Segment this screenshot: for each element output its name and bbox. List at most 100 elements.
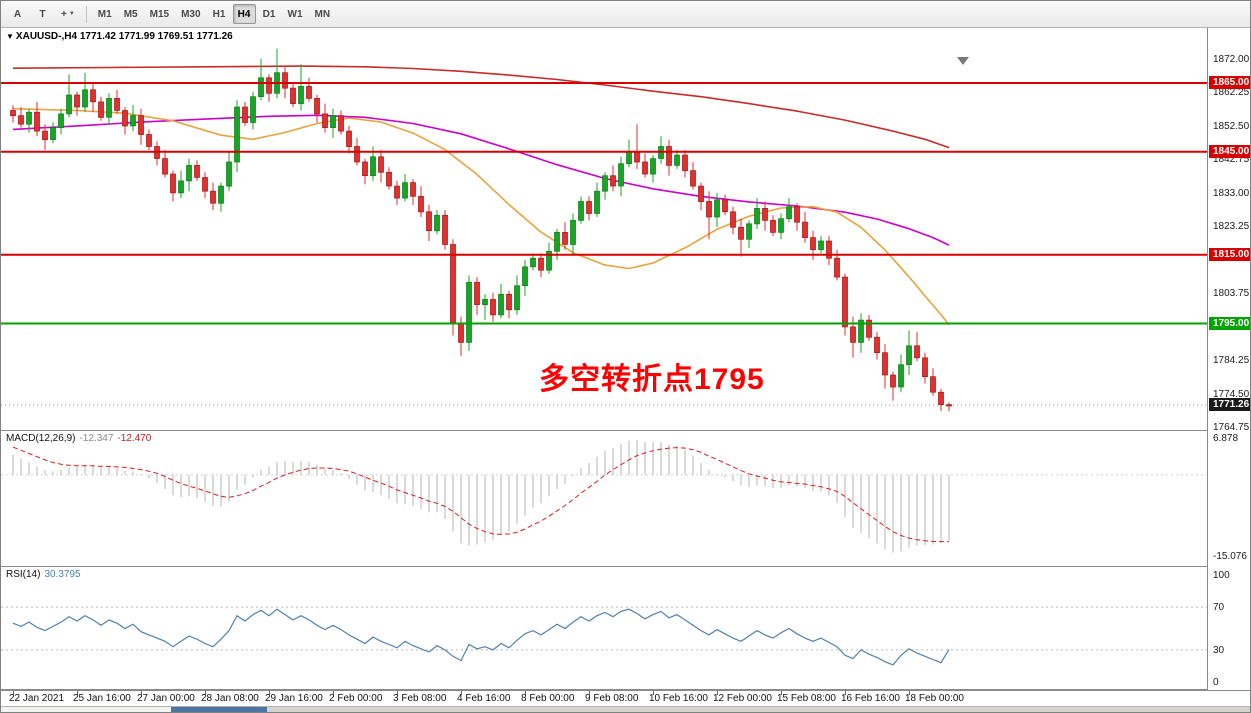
macd-panel: MACD(12,26,9) -12.347 -12.470 — [1, 431, 1207, 567]
time-axis-tick — [269, 691, 270, 695]
toolbar-separator — [85, 5, 87, 23]
price-axis-label: 1803.75 — [1213, 288, 1250, 300]
rsi-canvas[interactable] — [1, 567, 1207, 689]
time-axis-label: 18 Feb 00:00 — [905, 693, 964, 704]
time-axis[interactable]: 22 Jan 2021 25 Jan 16:00 27 Jan 00:00 28 Ja… — [1, 690, 1250, 706]
chart-region: ▼ XAUUSD-,H4 1771.42 1771.99 1769.51 1771… — [1, 28, 1250, 712]
macd-axis-label: -15.076 — [1213, 550, 1247, 562]
price-axis-label: 1872.00 — [1213, 53, 1250, 65]
timeframe-buttons: M1 M5 M15 M30 H1 H4 D1 W1 MN — [93, 4, 335, 24]
price-badge-1845.00: 1845.00 — [1209, 144, 1250, 158]
rsi-axis-label: 70 — [1213, 602, 1225, 614]
draw-tool-button[interactable]: + ▼ — [56, 4, 80, 24]
time-axis-tick — [141, 691, 142, 695]
current-price-badge: 1771.26 — [1209, 398, 1250, 412]
candles-layer — [10, 48, 952, 412]
time-axis-label: 25 Jan 16:00 — [73, 693, 131, 704]
macd-label: MACD(12,26,9) -12.347 -12.470 — [6, 433, 151, 444]
macd-canvas[interactable] — [1, 431, 1207, 566]
chart-title: ▼ XAUUSD-,H4 1771.42 1771.99 1769.51 1771… — [6, 31, 233, 42]
timeframe-button-w1[interactable]: W1 — [283, 4, 308, 24]
rsi-line — [12, 608, 950, 666]
time-axis-label: 12 Feb 00:00 — [713, 693, 772, 704]
time-axis-tick — [653, 691, 654, 695]
price-badge-1815.00: 1815.00 — [1209, 247, 1250, 261]
rsi-name: RSI(14) — [6, 569, 41, 580]
timeframe-button-m15[interactable]: M15 — [145, 4, 174, 24]
macd-main-value: -12.347 — [79, 433, 114, 444]
time-axis-label: 2 Feb 00:00 — [329, 693, 383, 704]
time-axis-label: 22 Jan 2021 — [9, 693, 65, 704]
rsi-label: RSI(14) 30.3795 — [6, 569, 81, 580]
price-badge-1795.00: 1795.00 — [1209, 316, 1250, 330]
cursor-tool-button[interactable]: A — [6, 4, 29, 24]
price-badge-1865.00: 1865.00 — [1209, 76, 1250, 89]
taskbar-segment-blue — [171, 707, 267, 712]
time-axis-tick — [461, 691, 462, 695]
time-axis-label: 15 Feb 08:00 — [777, 693, 836, 704]
time-axis-label: 8 Feb 00:00 — [521, 693, 575, 704]
timeframe-button-h1[interactable]: H1 — [208, 4, 231, 24]
time-axis-tick — [13, 691, 14, 695]
price-axis-label: 1823.25 — [1213, 221, 1250, 233]
time-axis-label: 28 Jan 08:00 — [201, 693, 259, 704]
time-axis-label: 29 Jan 16:00 — [265, 693, 323, 704]
macd-signal-value: -12.470 — [117, 433, 152, 444]
dropdown-arrow-icon: ▼ — [68, 11, 75, 17]
macd-name: MACD(12,26,9) — [6, 433, 76, 444]
ma-orange-line — [12, 107, 950, 326]
price-axis-label: 1862.25 — [1213, 87, 1250, 99]
timeframe-button-m1[interactable]: M1 — [93, 4, 117, 24]
price-axis: 1872.00 1862.25 1852.50 1842.75 1833.00 1823.… — [1207, 28, 1250, 690]
symbol-collapse-icon[interactable]: ▼ — [6, 32, 14, 41]
main-chart-panel: ▼ XAUUSD-,H4 1771.42 1771.99 1769.51 1771… — [1, 28, 1207, 431]
price-axis-label: 1833.00 — [1213, 187, 1250, 199]
time-axis-tick — [525, 691, 526, 695]
price-axis-label: 1842.75 — [1213, 154, 1250, 166]
rsi-value: 30.3795 — [44, 569, 81, 580]
rsi-axis-label: 30 — [1213, 644, 1225, 656]
time-axis-label: 4 Feb 16:00 — [457, 693, 511, 704]
time-axis-tick — [909, 691, 910, 695]
time-axis-label: 10 Feb 16:00 — [649, 693, 708, 704]
rsi-panel: RSI(14) 30.3795 — [1, 567, 1207, 690]
price-axis-label: 1774.50 — [1213, 388, 1250, 400]
time-axis-tick — [717, 691, 718, 695]
time-axis-label: 9 Feb 08:00 — [585, 693, 639, 704]
main-chart-canvas[interactable] — [1, 28, 1207, 430]
macd-axis-label: 6.878 — [1213, 433, 1239, 445]
rsi-axis-label: 100 — [1213, 570, 1230, 581]
text-tool-button[interactable]: T — [31, 4, 54, 24]
time-axis-label: 3 Feb 08:00 — [393, 693, 447, 704]
chart-annotation[interactable]: 多空转折点1795 — [539, 363, 765, 396]
time-axis-tick — [397, 691, 398, 695]
taskbar-segment-light — [1, 707, 171, 712]
bottom-taskbar-fragment — [1, 706, 1250, 712]
time-axis-label: 27 Jan 00:00 — [137, 693, 195, 704]
timeframe-button-m5[interactable]: M5 — [119, 4, 143, 24]
timeframe-button-mn[interactable]: MN — [310, 4, 336, 24]
chart-title-text: XAUUSD-,H4 1771.42 1771.99 1769.51 1771.… — [15, 31, 233, 42]
price-axis-label: 1852.50 — [1213, 120, 1250, 132]
timeframe-button-h4[interactable]: H4 — [232, 4, 256, 24]
time-axis-tick — [77, 691, 78, 695]
time-axis-tick — [205, 691, 206, 695]
rsi-axis-label: 0 — [1213, 677, 1219, 688]
price-axis-label: 1764.75 — [1213, 422, 1250, 434]
ma-red-line — [12, 65, 950, 149]
timeframe-button-d1[interactable]: D1 — [258, 4, 281, 24]
time-axis-label: 16 Feb 16:00 — [841, 693, 900, 704]
price-axis-label: 1784.25 — [1213, 355, 1250, 367]
macd-histogram — [12, 440, 950, 553]
macd-signal-line — [12, 446, 950, 543]
chart-shift-marker[interactable] — [957, 57, 969, 65]
timeframe-button-m30[interactable]: M30 — [176, 4, 205, 24]
toolbar-tools: A T + ▼ — [6, 4, 80, 24]
toolbar: A T + ▼ M1 M5 M15 M30 H1 H4 D1 W1 MN — [1, 1, 1250, 28]
time-axis-tick — [781, 691, 782, 695]
time-axis-tick — [333, 691, 334, 695]
time-axis-tick — [845, 691, 846, 695]
ma-magenta-line — [12, 114, 950, 246]
time-axis-tick — [589, 691, 590, 695]
